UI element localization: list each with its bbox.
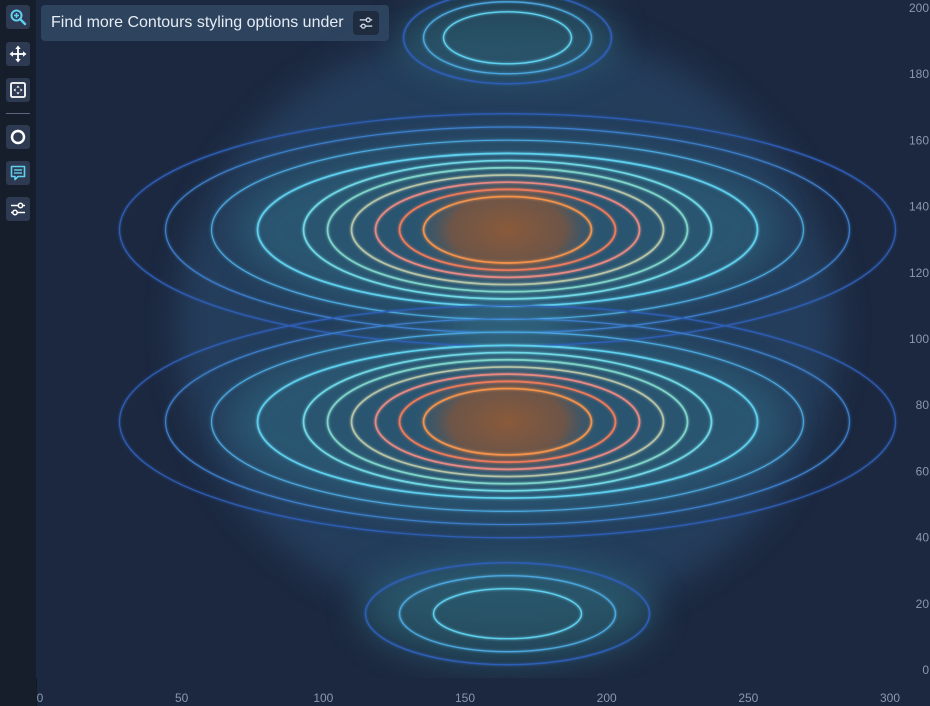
contour-line (422, 1, 593, 75)
contour-line (398, 575, 617, 653)
contour-lines (118, 0, 897, 666)
settings-button[interactable] (6, 197, 30, 221)
y-tick-label: 60 (916, 464, 930, 478)
x-tick-label: 200 (597, 691, 617, 705)
y-tick-label: 160 (909, 133, 929, 147)
contour-line (326, 166, 689, 293)
contour-line (350, 366, 665, 478)
y-axis: 0 20 40 60 80 100 120 140 160 180 200 (909, 1, 929, 677)
y-tick-label: 200 (909, 1, 929, 15)
contour-peak-core (412, 363, 603, 480)
contour-line (256, 344, 759, 500)
x-tick-label: 100 (313, 691, 333, 705)
hint-text: Find more Contours styling options under (51, 14, 344, 31)
contour-line (326, 358, 689, 485)
contour-peak-core (412, 171, 603, 288)
contour-line (402, 0, 613, 85)
contour-line (374, 181, 641, 279)
legend-icon (10, 165, 26, 181)
heat-blob (357, 555, 658, 666)
x-tick-label: 50 (175, 691, 189, 705)
legend-button[interactable] (6, 161, 30, 185)
hint-settings-button[interactable] (352, 11, 379, 35)
y-tick-label: 100 (909, 332, 929, 346)
contour-line (422, 195, 593, 264)
contour-line (210, 331, 805, 512)
contour-line (302, 351, 713, 492)
contour-line (350, 174, 665, 286)
zoom-extents-button[interactable] (6, 78, 30, 102)
contour-line (374, 373, 641, 471)
x-tick-label: 300 (880, 691, 900, 705)
x-tick-label: 0 (37, 691, 44, 705)
heat-blob (397, 0, 618, 83)
pan-button[interactable] (6, 42, 30, 66)
zoom-button[interactable] (6, 5, 30, 29)
y-tick-label: 20 (916, 597, 930, 611)
x-tick-label: 150 (455, 691, 475, 705)
cursor-button[interactable] (6, 125, 30, 149)
settings-sliders-icon (11, 202, 25, 216)
contour-plot (36, 0, 900, 678)
contour-line (422, 387, 593, 456)
cursor-modifier-icon (10, 129, 26, 145)
pan-icon (9, 45, 27, 63)
y-tick-label: 0 (922, 663, 929, 677)
x-tick-label: 250 (738, 691, 758, 705)
contour-plot-area[interactable] (36, 0, 900, 678)
contour-line (302, 159, 713, 300)
y-tick-label: 80 (916, 398, 930, 412)
contour-line (398, 188, 617, 272)
y-tick-label: 120 (909, 266, 929, 280)
toolbar-separator (6, 113, 30, 114)
settings-sliders-icon (359, 17, 372, 29)
zoom-extents-icon (10, 82, 26, 98)
contour-line (442, 11, 573, 65)
contour-line (164, 318, 851, 526)
contour-line (118, 305, 897, 539)
y-tick-label: 40 (916, 531, 930, 545)
y-tick-label: 140 (909, 200, 929, 214)
chart-toolbar (0, 0, 36, 706)
contour-line (364, 562, 651, 666)
x-axis: 0 50 100 150 200 250 300 (37, 691, 901, 705)
styling-hint-banner: Find more Contours styling options under (41, 5, 389, 41)
y-tick-label: 180 (909, 67, 929, 81)
heatmap-layer (177, 0, 838, 666)
zoom-in-icon (10, 9, 27, 26)
contour-line (398, 380, 617, 464)
contour-line (432, 588, 583, 640)
